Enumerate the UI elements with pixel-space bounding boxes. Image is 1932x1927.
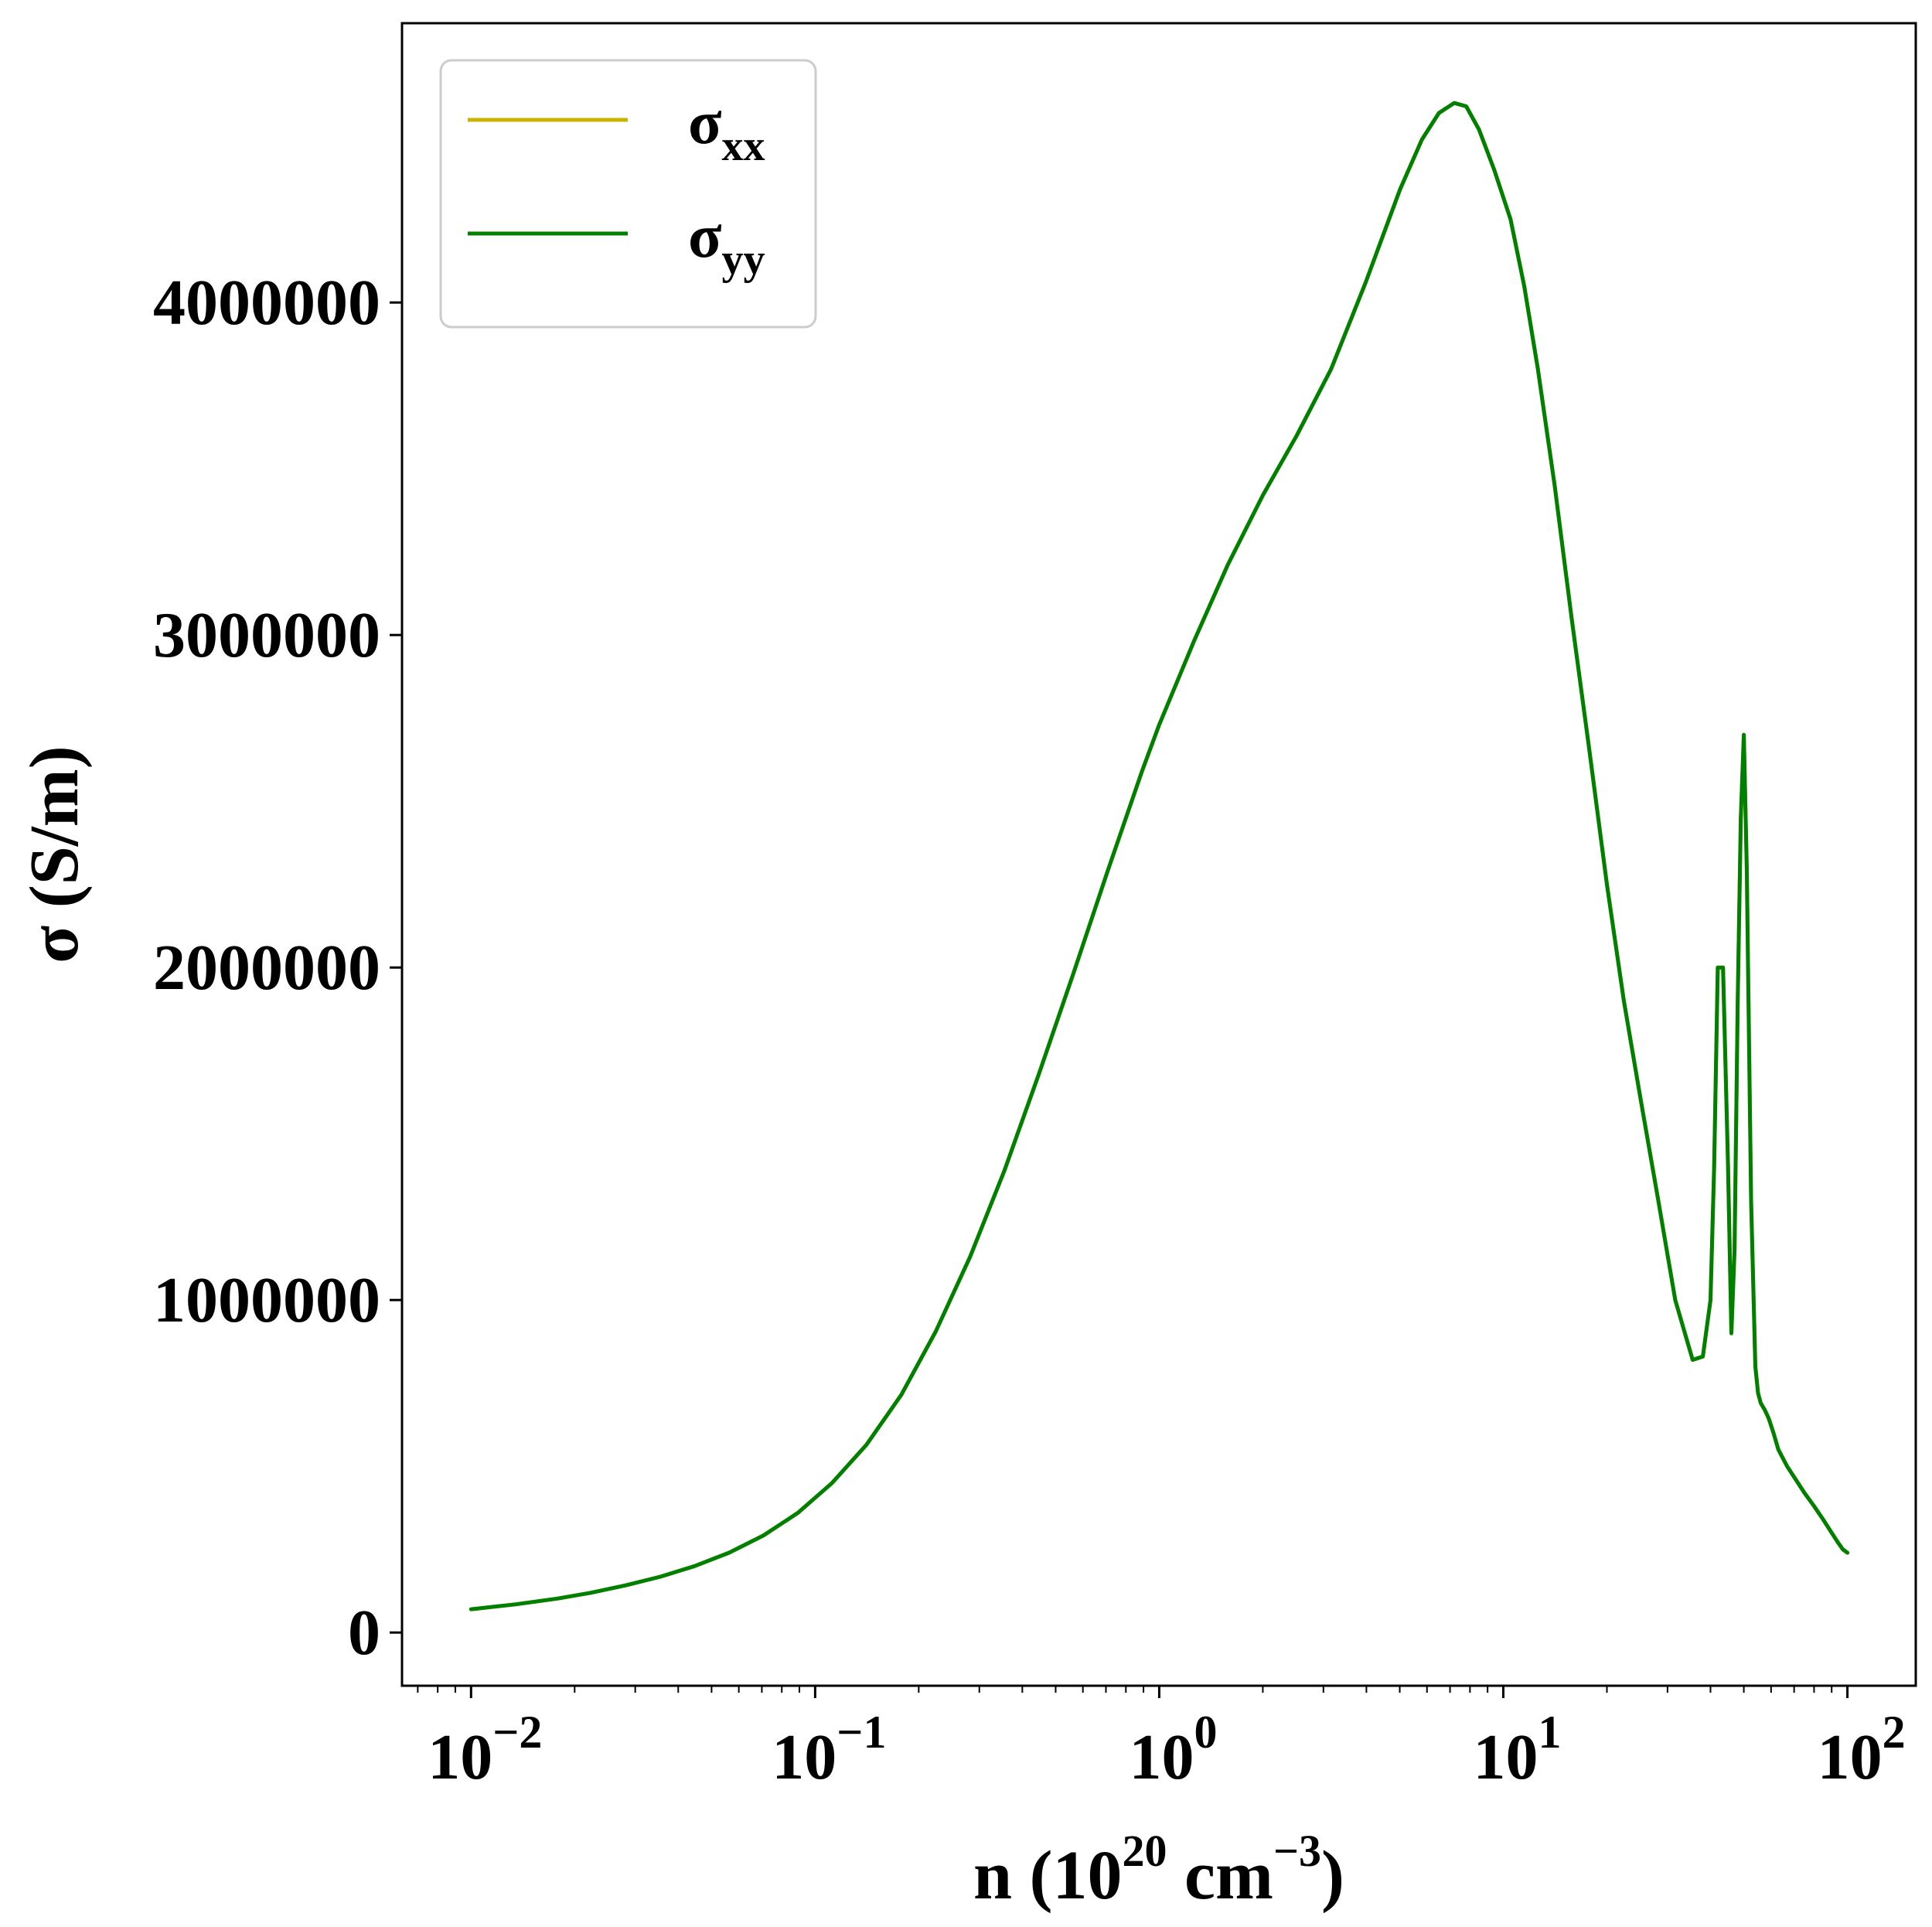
legend-box	[439, 59, 817, 329]
x-tick-label: 102	[1818, 1707, 1906, 1793]
y-tick-label: 0	[348, 1597, 380, 1669]
y-axis: 0 1000000 2000000 3000000 4000000	[153, 267, 402, 1669]
legend-label-sigma-xx: σxx	[688, 89, 765, 170]
x-axis-label: n (1020 cm−3)	[973, 1826, 1344, 1914]
x-axis-label-end: )	[1321, 1837, 1344, 1914]
y-tick-label: 1000000	[153, 1264, 380, 1336]
x-axis-label-mid: cm	[1167, 1837, 1273, 1914]
x-axis-label-base: n (10	[973, 1837, 1123, 1914]
series-layer	[469, 101, 1850, 1612]
legend-label-sigma-yy: σyy	[688, 203, 765, 284]
x-tick-label: 10−2	[428, 1707, 542, 1793]
x-axis-label-exp2: −3	[1273, 1826, 1321, 1876]
x-tick-label: 100	[1129, 1707, 1217, 1793]
y-tick-label: 4000000	[153, 267, 380, 339]
x-tick-label: 101	[1474, 1707, 1562, 1793]
x-axis-label-exp1: 20	[1123, 1826, 1167, 1876]
y-axis-label: σ (S/m)	[16, 745, 93, 963]
x-axis: 10−2 10−1 100 101 102	[417, 1686, 1906, 1793]
y-tick-label: 3000000	[153, 599, 380, 671]
legend: σxx σyy	[439, 59, 817, 329]
series-line-sigma-yy	[469, 101, 1850, 1612]
y-tick-label: 2000000	[153, 932, 380, 1004]
x-tick-label: 10−1	[772, 1707, 886, 1793]
